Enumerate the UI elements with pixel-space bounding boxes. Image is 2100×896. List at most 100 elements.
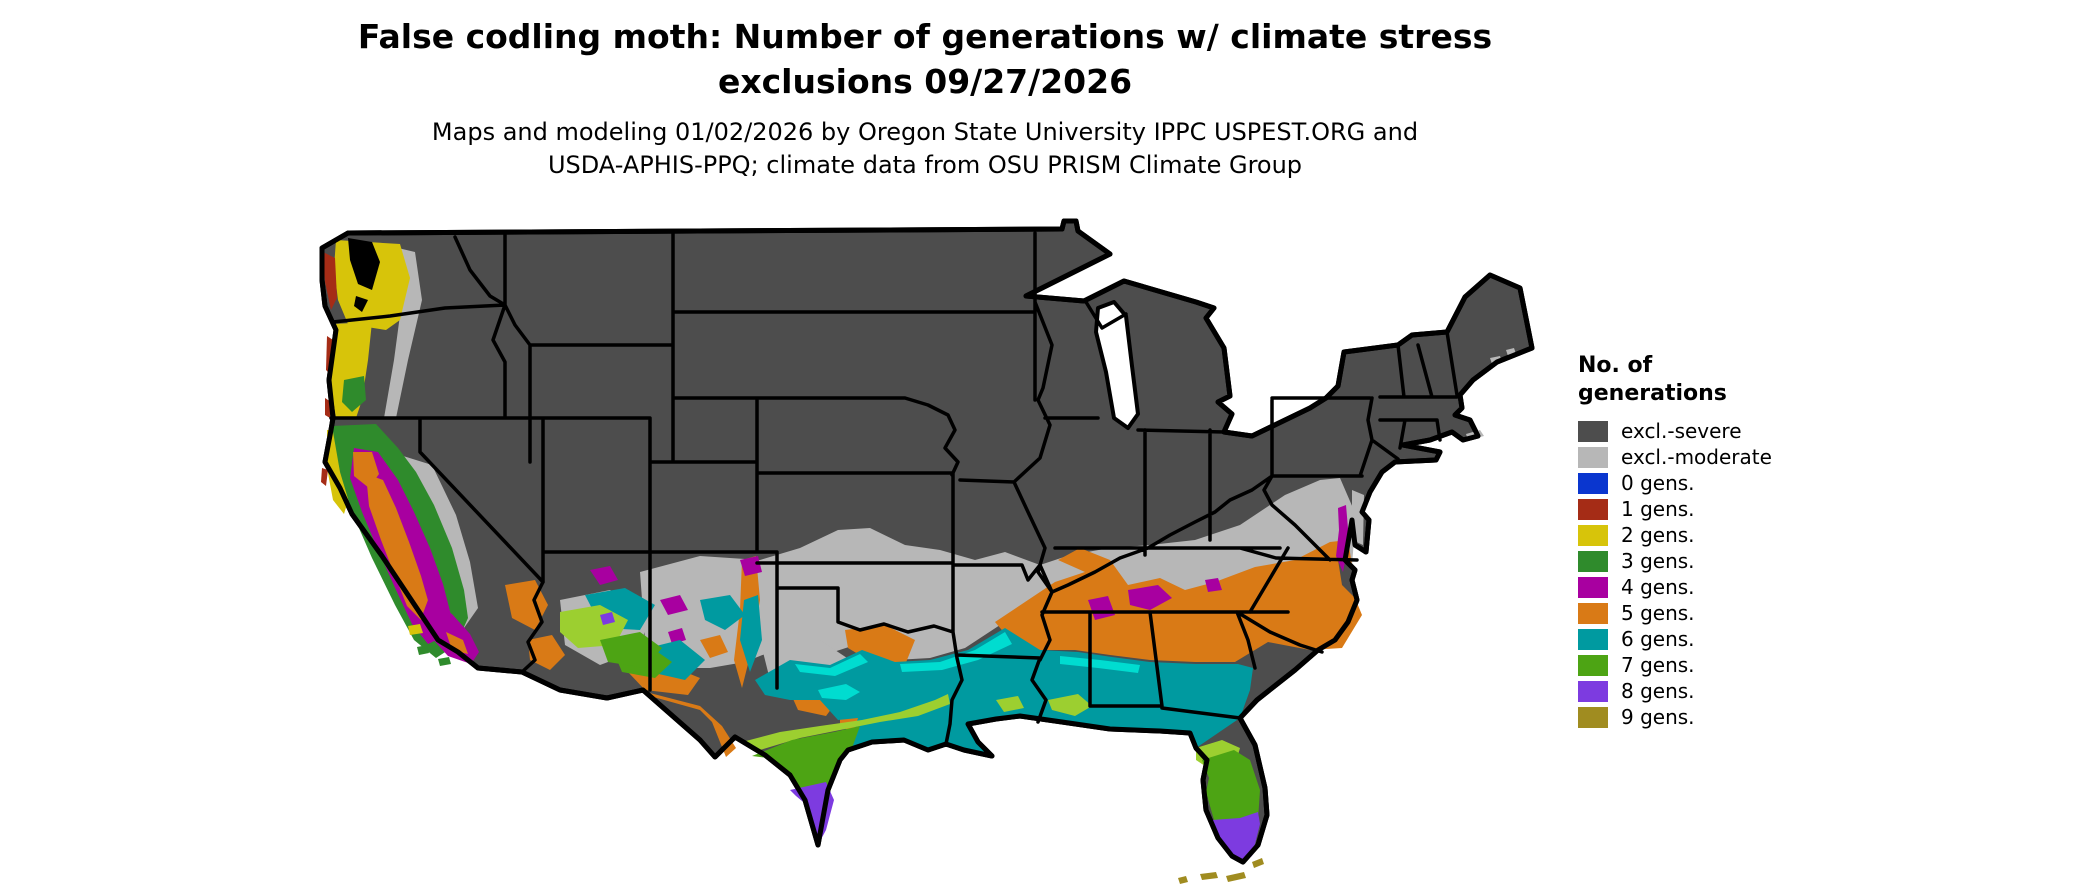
legend-label: 5 gens. — [1621, 601, 1695, 625]
region-5-gens-rio-grande — [646, 692, 736, 757]
legend-label: 9 gens. — [1621, 705, 1695, 729]
subtitle-line-1: Maps and modeling 01/02/2026 by Oregon S… — [431, 118, 1419, 146]
legend: No. of generations excl.-severe excl.-mo… — [1578, 352, 1898, 730]
region-6-gens-gulf-band — [755, 628, 1253, 756]
region-1-gens-norcal-speck — [321, 468, 328, 486]
region-4-gens-north-georgia — [1128, 585, 1172, 610]
legend-swatch-8-gens — [1578, 680, 1608, 702]
region-5-gens-wtexas-speck — [700, 635, 728, 658]
legend-swatch-7-gens — [1578, 654, 1608, 676]
region-8-gens-south-florida — [1212, 812, 1260, 862]
legend-item-excl-moderate: excl.-moderate — [1578, 444, 1898, 470]
region-9-gens-keys-1 — [1200, 872, 1218, 880]
region-4-gens-az-speck-2 — [660, 595, 688, 615]
legend-label: 0 gens. — [1621, 471, 1695, 495]
legend-items: excl.-severe excl.-moderate 0 gens. 1 ge… — [1578, 418, 1898, 730]
region-9-gens-keys-4 — [1178, 876, 1188, 884]
state-borders — [329, 231, 1459, 746]
legend-label: 6 gens. — [1621, 627, 1695, 651]
region-7-bright-texas-strip — [742, 694, 950, 750]
legend-label: 3 gens. — [1621, 549, 1695, 573]
legend-title-line-1: No. of — [1578, 353, 1653, 378]
region-8-gens-az-speck — [600, 612, 615, 625]
region-4-gens-nm-speck — [740, 556, 762, 576]
region-7-gens-south-texas — [752, 726, 860, 845]
region-1-gens-wa-coast — [323, 252, 337, 310]
puget-sound-arm — [354, 296, 368, 312]
region-9-gens-keys-3 — [1252, 858, 1264, 868]
legend-item-8-gens: 8 gens. — [1578, 678, 1898, 704]
region-9-gens-keys-2 — [1226, 872, 1246, 882]
lake-michigan — [1094, 300, 1140, 430]
legend-swatch-3-gens — [1578, 550, 1608, 572]
puget-sound-water — [348, 238, 380, 290]
legend-label: 8 gens. — [1621, 679, 1695, 703]
title-line-1: False codling moth: Number of generation… — [357, 17, 1493, 56]
region-4-gens-az-speck-1 — [590, 566, 618, 585]
region-6-bright-4 — [818, 684, 860, 700]
regions-6-gens-bright-speckle — [795, 632, 1140, 700]
legend-item-4-gens: 4 gens. — [1578, 574, 1898, 600]
region-6-bright-2 — [900, 632, 1012, 672]
legend-swatch-9-gens — [1578, 706, 1608, 728]
regions-pacific-northwest — [323, 238, 410, 514]
legend-label: 1 gens. — [1621, 497, 1695, 521]
legend-label: excl.-moderate — [1621, 445, 1772, 469]
region-4-gens-carolina-speck — [1205, 578, 1222, 592]
region-3-gens-channel-island-1 — [417, 645, 429, 655]
region-moderate-new-mexico — [700, 560, 750, 600]
legend-swatch-0-gens — [1578, 472, 1608, 494]
region-5-gens-az-west-2 — [528, 635, 565, 670]
legend-item-3-gens: 3 gens. — [1578, 548, 1898, 574]
map-subtitle: Maps and modeling 01/02/2026 by Oregon S… — [0, 116, 1850, 182]
region-4-gens-wtexas-speck — [668, 628, 686, 644]
legend-swatch-2-gens — [1578, 524, 1608, 546]
region-7-gens-louisiana-1 — [1048, 694, 1092, 716]
legend-item-7-gens: 7 gens. — [1578, 652, 1898, 678]
region-6-gens-az-patch-3 — [700, 595, 745, 630]
legend-swatch-excl-moderate — [1578, 446, 1608, 468]
legend-item-5-gens: 5 gens. — [1578, 600, 1898, 626]
region-7-gens-az-3 — [600, 632, 662, 668]
region-6-gens-nm-strip — [740, 595, 762, 672]
legend-swatch-5-gens — [1578, 602, 1608, 624]
region-6-bright-3 — [1060, 656, 1140, 673]
legend-item-6-gens: 6 gens. — [1578, 626, 1898, 652]
legend-title: No. of generations — [1578, 352, 1898, 408]
header: False codling moth: Number of generation… — [0, 0, 1850, 182]
legend-item-9-gens: 9 gens. — [1578, 704, 1898, 730]
legend-label: excl.-severe — [1621, 419, 1742, 443]
region-5-gens-valley-core — [366, 474, 429, 620]
us-coast-outline — [319, 218, 1535, 865]
subtitle-line-2: USDA-APHIS-PPQ; climate data from OSU PR… — [547, 151, 1303, 179]
legend-swatch-excl-severe — [1578, 420, 1608, 442]
region-moderate-southern-band — [640, 478, 1356, 668]
region-2-gens-socal-speck — [408, 624, 423, 635]
region-moderate-cascades-fringe — [384, 248, 422, 418]
region-3-gens-south-oregon — [342, 376, 366, 412]
regions-california — [321, 424, 479, 666]
map-title: False codling moth: Number of generation… — [0, 0, 1850, 104]
legend-item-1-gens: 1 gens. — [1578, 496, 1898, 522]
legend-item-2-gens: 2 gens. — [1578, 522, 1898, 548]
region-5-gens-sacramento-blob — [353, 452, 379, 488]
regions-9-gens — [1178, 858, 1264, 884]
legend-title-line-2: generations — [1578, 381, 1727, 406]
legend-swatch-1-gens — [1578, 498, 1608, 520]
legend-label: 7 gens. — [1621, 653, 1695, 677]
region-3-gens-channel-island-2 — [438, 657, 451, 666]
legend-item-0-gens: 0 gens. — [1578, 470, 1898, 496]
legend-swatch-6-gens — [1578, 628, 1608, 650]
legend-label: 4 gens. — [1621, 575, 1695, 599]
region-4-gens-alabama — [1088, 596, 1115, 620]
region-7-gens-louisiana-2 — [996, 696, 1024, 712]
legend-item-excl-severe: excl.-severe — [1578, 418, 1898, 444]
region-6-bright-1 — [795, 654, 868, 676]
region-7-gens-central-florida — [1202, 750, 1260, 828]
legend-label: 2 gens. — [1621, 523, 1695, 547]
legend-swatch-4-gens — [1578, 576, 1608, 598]
regions-4-gens — [590, 505, 1349, 644]
title-line-2: exclusions 09/27/2026 — [717, 62, 1133, 101]
